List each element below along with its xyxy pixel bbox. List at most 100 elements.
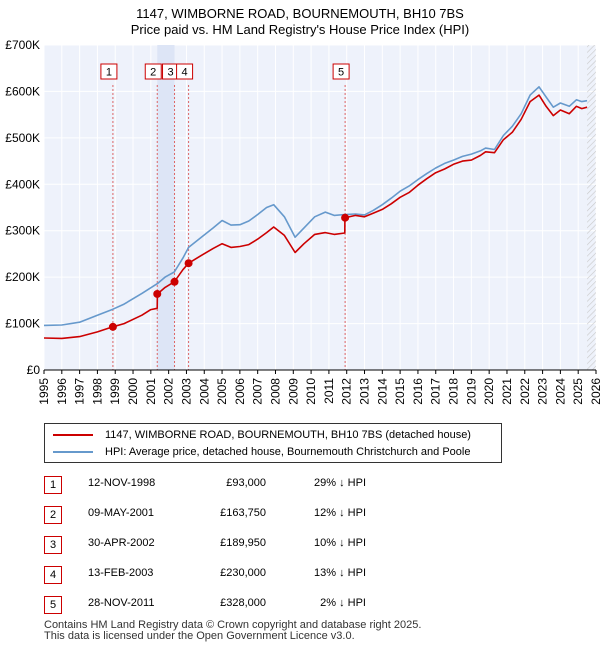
sale-marker: [170, 277, 179, 286]
x-tick-label: 2014: [375, 378, 389, 405]
legend-swatch-hpi: [53, 451, 93, 453]
sale-price: £163,750: [220, 507, 266, 519]
x-tick-label: 2023: [536, 378, 550, 405]
sale-label-number: 3: [167, 67, 173, 79]
sale-price: £93,000: [226, 477, 266, 489]
future-hatch: [587, 45, 596, 370]
footer-license: This data is licensed under the Open Gov…: [44, 630, 355, 642]
y-tick-label: £700K: [5, 38, 40, 52]
sale-shading: [157, 45, 175, 370]
sales-table: 1 12-NOV-1998 £93,000 29% ↓ HPI 2 09-MAY…: [44, 470, 564, 620]
x-tick-label: 2018: [447, 378, 461, 405]
sale-label-box: [332, 63, 350, 80]
sale-date: 12-NOV-1998: [88, 477, 156, 489]
x-axis: 1995 1996 1997 1998 1999 2000 2001 2002 2003 2004…: [37, 369, 600, 405]
x-tick-label: 2003: [179, 378, 193, 405]
sale-hpi-diff: 10% ↓ HPI: [314, 537, 366, 549]
series-lines: [43, 86, 588, 340]
legend: 1147, WIMBORNE ROAD, BOURNEMOUTH, BH10 7…: [44, 423, 502, 463]
sale-label-number: 5: [338, 67, 344, 79]
sale-row: 4 13-FEB-2003 £230,000 13% ↓ HPI: [44, 560, 564, 590]
sale-date: 28-NOV-2011: [88, 597, 155, 609]
sale-markers: [108, 213, 350, 331]
sale-marker: [184, 259, 193, 268]
plot-area: [44, 45, 596, 370]
sale-row: 5 28-NOV-2011 £328,000 2% ↓ HPI: [44, 590, 564, 620]
x-tick-label: 2000: [126, 378, 140, 405]
chart-title: 1147, WIMBORNE ROAD, BOURNEMOUTH, BH10 7…: [136, 6, 464, 21]
footer: Contains HM Land Registry data © Crown c…: [44, 620, 421, 642]
y-tick-label: £100K: [5, 317, 40, 331]
x-tick-label: 2005: [215, 378, 229, 405]
x-tick-label: 2017: [429, 378, 443, 405]
y-tick-label: £0: [27, 363, 41, 377]
sale-label-number: 1: [106, 67, 112, 79]
x-tick-label: 1997: [73, 378, 87, 405]
property-price-line: [43, 94, 588, 340]
x-tick-label: 2020: [482, 378, 496, 405]
y-tick-label: £200K: [5, 270, 40, 284]
sale-price: £189,950: [220, 537, 266, 549]
sale-label-box: [144, 63, 162, 80]
x-tick-label: 2010: [304, 378, 318, 405]
legend-item-property: 1147, WIMBORNE ROAD, BOURNEMOUTH, BH10 7…: [53, 427, 471, 443]
sale-marker: [341, 213, 350, 222]
x-tick-label: 2021: [500, 378, 514, 405]
x-tick-label: 1996: [55, 378, 69, 405]
y-tick-label: £400K: [5, 177, 40, 191]
x-tick-label: 2004: [197, 378, 211, 405]
x-tick-label: 2025: [571, 378, 585, 405]
x-tick-label: 2024: [553, 378, 567, 405]
x-tick-label: 1999: [108, 378, 122, 405]
x-tick-label: 2009: [286, 378, 300, 405]
sale-date: 13-FEB-2003: [88, 567, 154, 579]
x-tick-label: 2016: [411, 378, 425, 405]
x-tick-label: 2007: [251, 378, 265, 405]
sale-hpi-diff: 13% ↓ HPI: [314, 567, 366, 579]
x-tick-label: 2015: [393, 378, 407, 405]
sale-number-badge: 4: [44, 566, 62, 584]
sale-label-box: [176, 63, 194, 80]
chart-title-block: 1147, WIMBORNE ROAD, BOURNEMOUTH, BH10 7…: [0, 6, 600, 38]
sale-row: 2 09-MAY-2001 £163,750 12% ↓ HPI: [44, 500, 564, 530]
legend-swatch-property: [53, 434, 93, 436]
x-tick-label: 2013: [358, 378, 372, 405]
footer-copyright: Contains HM Land Registry data © Crown c…: [44, 619, 422, 631]
chart-subtitle: Price paid vs. HM Land Registry's House …: [130, 22, 470, 37]
sale-price: £230,000: [220, 567, 266, 579]
sale-number-badge: 3: [44, 536, 62, 554]
sale-number-badge: 1: [44, 476, 62, 494]
hpi-line: [43, 86, 588, 327]
sale-hpi-diff: 2% ↓ HPI: [320, 597, 366, 609]
legend-item-hpi: HPI: Average price, detached house, Bour…: [53, 444, 470, 460]
sale-number-badge: 5: [44, 596, 62, 614]
sale-number-badge: 2: [44, 506, 62, 524]
x-tick-label: 2026: [589, 378, 600, 405]
sale-vertical-lines: [112, 85, 346, 370]
x-tick-label: 1995: [37, 378, 51, 405]
sale-price: £328,000: [220, 597, 266, 609]
sale-marker: [153, 289, 162, 298]
x-tick-label: 2001: [144, 378, 158, 405]
sale-hpi-diff: 12% ↓ HPI: [314, 507, 366, 519]
x-tick-label: 2002: [162, 378, 176, 405]
legend-label-hpi: HPI: Average price, detached house, Bour…: [105, 446, 471, 458]
x-tick-label: 2022: [518, 378, 532, 405]
sale-date: 30-APR-2002: [88, 537, 155, 549]
sale-shaded-period: [157, 45, 175, 370]
sale-label-number: 2: [150, 67, 156, 79]
sale-row: 1 12-NOV-1998 £93,000 29% ↓ HPI: [44, 470, 564, 500]
gridlines: [43, 44, 597, 371]
y-tick-label: £300K: [5, 224, 40, 238]
x-tick-label: 2012: [340, 378, 354, 405]
x-tick-label: 2008: [268, 378, 282, 405]
y-tick-label: £600K: [5, 84, 40, 98]
x-tick-label: 1998: [90, 378, 104, 405]
x-tick-label: 2019: [464, 378, 478, 405]
y-tick-label: £500K: [5, 131, 40, 145]
sale-hpi-diff: 29% ↓ HPI: [314, 477, 366, 489]
sale-marker: [108, 322, 117, 331]
x-tick-label: 2011: [322, 378, 336, 404]
x-tick-label: 2006: [233, 378, 247, 405]
